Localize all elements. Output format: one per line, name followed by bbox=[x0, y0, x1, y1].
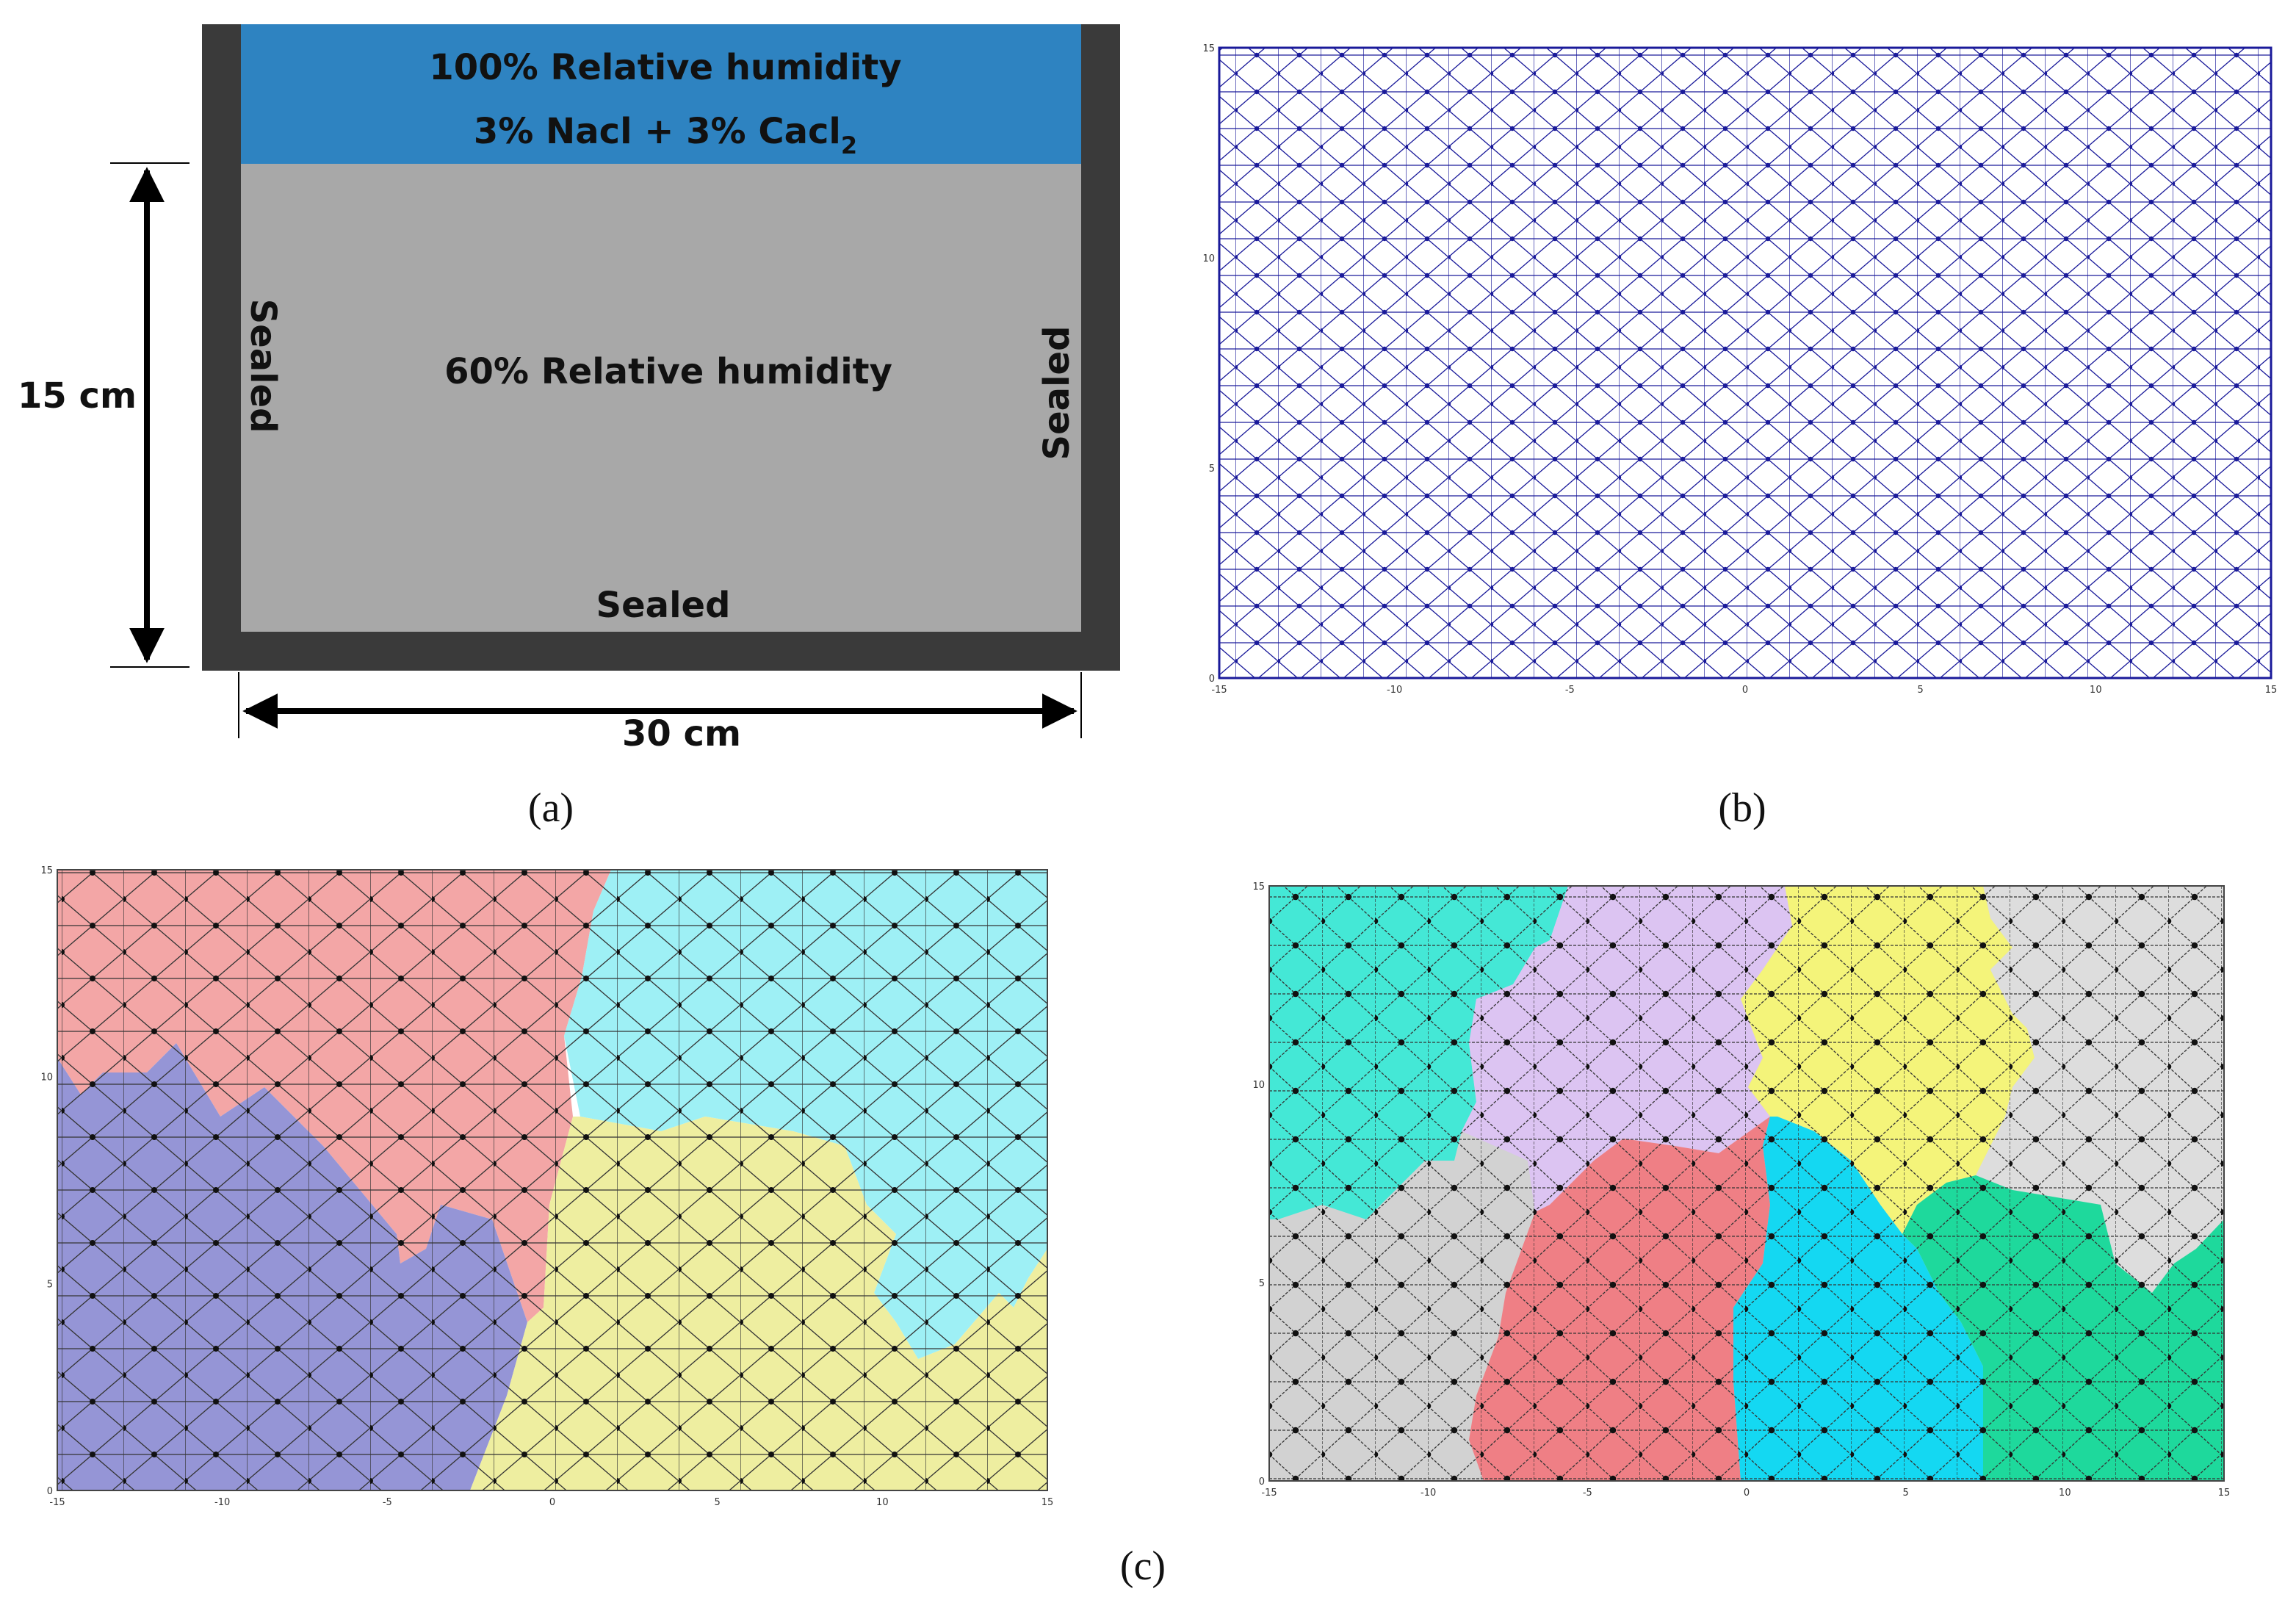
tick-labels-b: -15 -10 -5 0 5 10 15 15 10 5 0 bbox=[1202, 43, 2277, 696]
salt-subscript: 2 bbox=[841, 131, 857, 159]
mesh-c-left-y-tick-label: 15 bbox=[40, 865, 53, 876]
mesh-b-y-tick-label: 5 bbox=[1209, 464, 1215, 475]
mesh-c-left-y-tick-label: 0 bbox=[47, 1486, 53, 1497]
mesh-c-right-x-tick-label: -5 bbox=[1583, 1488, 1592, 1499]
mesh-b-x-tick-label: 5 bbox=[1918, 685, 1924, 696]
mesh-c-right-y-tick-label: 10 bbox=[1252, 1080, 1265, 1091]
mesh-c-right-x-tick-label: 0 bbox=[1744, 1488, 1750, 1499]
mesh-b-x-tick-label: -15 bbox=[1211, 685, 1227, 696]
bottom-sealed-label: Sealed bbox=[596, 585, 731, 626]
humid-region bbox=[241, 24, 1081, 164]
mesh-b-y-tick-label: 0 bbox=[1209, 674, 1215, 685]
tick-labels-c-left: -15 -10 -5 0 5 10 15 15 10 5 0 bbox=[40, 865, 1053, 1508]
top-humidity-label: 100% Relative humidity bbox=[429, 47, 901, 88]
caption-c: (c) bbox=[1120, 1543, 1166, 1589]
mesh-c-right-x-tick-label: -10 bbox=[1420, 1488, 1436, 1499]
panel-b: -15 -10 -5 0 5 10 15 15 10 5 0 (b) bbox=[1202, 43, 2277, 831]
specimen-region bbox=[241, 164, 1081, 632]
right-sealed-label: Sealed bbox=[1036, 326, 1077, 461]
mesh-b-x-tick-label: 0 bbox=[1742, 685, 1748, 696]
mesh-overlay-c-left bbox=[57, 869, 1048, 1491]
mesh-c-left-x-tick-label: 5 bbox=[715, 1497, 721, 1508]
mesh-plot-b bbox=[1218, 46, 2272, 679]
panel-a: 100% Relative humidity 3% Nacl + 3% Cacl… bbox=[18, 24, 1120, 831]
internal-humidity-label: 60% Relative humidity bbox=[444, 351, 892, 392]
mesh-c-left-x-tick-label: 10 bbox=[876, 1497, 889, 1508]
mesh-c-right-x-tick-label: -15 bbox=[1261, 1488, 1277, 1499]
mesh-c-right-y-tick-label: 15 bbox=[1252, 881, 1265, 893]
mesh-c-right-y-tick-label: 5 bbox=[1259, 1278, 1265, 1289]
salt-solution-label: 3% Nacl + 3% Cacl2 bbox=[474, 111, 857, 159]
mesh-c-left-x-tick-label: -5 bbox=[383, 1497, 392, 1508]
caption-a: (a) bbox=[528, 785, 574, 831]
panel-c-left: -15 -10 -5 0 5 10 15 15 10 5 0 bbox=[40, 865, 1053, 1508]
salt-solution-text: 3% Nacl + 3% Cacl bbox=[474, 111, 841, 152]
panel-c-right: -15 -10 -5 0 5 10 15 15 10 5 0 bbox=[1252, 881, 2230, 1499]
mesh-b-y-tick-label: 15 bbox=[1202, 43, 1215, 54]
caption-b: (b) bbox=[1718, 785, 1766, 831]
mesh-c-left-x-tick-label: -15 bbox=[49, 1497, 65, 1508]
mesh-b-x-tick-label: 10 bbox=[2090, 685, 2102, 696]
mesh-b-x-tick-label: -5 bbox=[1565, 685, 1575, 696]
mesh-c-right-x-tick-label: 5 bbox=[1903, 1488, 1909, 1499]
mesh-b-x-tick-label: -10 bbox=[1387, 685, 1402, 696]
left-sealed-label: Sealed bbox=[242, 299, 284, 433]
mesh-c-left-y-tick-label: 5 bbox=[47, 1279, 53, 1290]
mesh-c-right-x-tick-label: 15 bbox=[2218, 1488, 2231, 1499]
mesh-c-left-x-tick-label: 0 bbox=[549, 1497, 555, 1508]
mesh-overlay-c-right bbox=[1268, 885, 2225, 1482]
mesh-b-x-tick-label: 15 bbox=[2265, 685, 2278, 696]
tick-labels-c-right: -15 -10 -5 0 5 10 15 15 10 5 0 bbox=[1252, 881, 2230, 1499]
width-dimension-label: 30 cm bbox=[622, 713, 741, 754]
mesh-c-left-x-tick-label: 15 bbox=[1041, 1497, 1054, 1508]
mesh-c-left-y-tick-label: 10 bbox=[40, 1072, 53, 1084]
mesh-c-left-x-tick-label: -10 bbox=[214, 1497, 230, 1508]
mesh-c-right-y-tick-label: 0 bbox=[1259, 1477, 1265, 1488]
mesh-b-y-tick-label: 10 bbox=[1202, 253, 1215, 264]
height-dimension-label: 15 cm bbox=[18, 375, 137, 417]
mesh-c-right-x-tick-label: 10 bbox=[2059, 1488, 2071, 1499]
